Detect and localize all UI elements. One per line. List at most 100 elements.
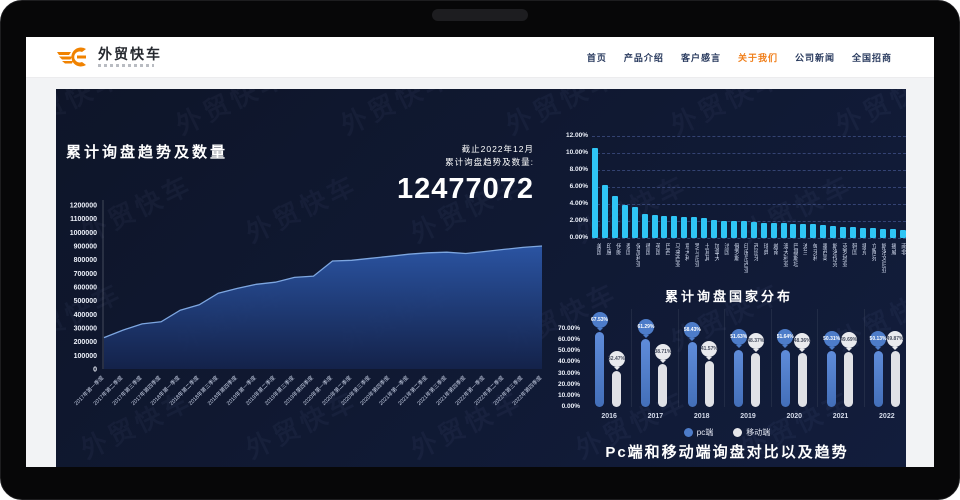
mobile-value-balloon: 48.36% bbox=[794, 333, 811, 350]
device-y-tick: 10.00% bbox=[557, 391, 580, 399]
country-bar bbox=[770, 223, 777, 238]
svg-text:400000: 400000 bbox=[74, 312, 97, 319]
svg-text:1000000: 1000000 bbox=[70, 230, 97, 237]
country-label: 南非 bbox=[899, 243, 906, 255]
country-y-tick: 10.00% bbox=[565, 149, 588, 156]
country-chart-title: 累计询盘国家分布 bbox=[664, 289, 793, 304]
main-nav: 首页 产品介绍 客户感言 关于我们 公司新闻 全国招商 bbox=[587, 51, 892, 64]
trend-svg: 1200000110000010000009000008000007000006… bbox=[70, 200, 544, 407]
country-y-tick: 4.00% bbox=[569, 200, 588, 207]
nav-item-4[interactable]: 公司新闻 bbox=[794, 52, 835, 63]
device-year-group: 67.53% 32.47% bbox=[586, 309, 631, 407]
mobile-bar bbox=[751, 353, 761, 407]
device-year-label: 2022 bbox=[879, 413, 895, 420]
device-year-label: 2016 bbox=[601, 413, 617, 420]
webpage: 外贸快车 首页 产品介绍 客户感言 关于我们 公司新闻 全国招商 外贸快车 外贸快车 外贸快车… bbox=[26, 37, 934, 467]
country-label: 俄罗斯 bbox=[732, 243, 739, 261]
pc-bar bbox=[780, 349, 790, 407]
pc-value-balloon: 67.53% bbox=[591, 311, 608, 328]
nav-item-2[interactable]: 客户感言 bbox=[680, 52, 721, 63]
country-bar bbox=[720, 220, 727, 238]
country-label: 立陶宛 bbox=[870, 243, 877, 261]
country-label: 印度尼西亚 bbox=[742, 243, 749, 273]
device-year-group: 58.43% 41.57% bbox=[677, 309, 724, 407]
country-y-tick: 0.00% bbox=[569, 234, 588, 241]
device-y-tick: 70.00% bbox=[557, 325, 580, 332]
nav-item-1[interactable]: 产品介绍 bbox=[623, 52, 664, 63]
country-bar bbox=[840, 226, 847, 238]
country-bar bbox=[681, 216, 688, 238]
country-label: 瑞典 bbox=[762, 243, 769, 255]
country-bar bbox=[869, 228, 876, 238]
country-bar bbox=[730, 220, 737, 238]
pc-value-balloon: 50.13% bbox=[870, 331, 887, 348]
trend-chart-title: 累计询盘趋势及数量 bbox=[66, 144, 229, 161]
nav-item-0[interactable]: 首页 bbox=[586, 52, 607, 63]
nav-item-3[interactable]: 关于我们 bbox=[737, 52, 778, 63]
country-label: 澳大利亚 bbox=[781, 243, 788, 267]
stats-total: 12477072 bbox=[396, 173, 534, 206]
mobile-value-balloon: 32.47% bbox=[608, 350, 625, 367]
country-bars bbox=[592, 136, 906, 238]
mobile-bar bbox=[844, 351, 854, 407]
pc-bar bbox=[827, 350, 837, 407]
nav-item-5[interactable]: 全国招商 bbox=[851, 52, 892, 63]
country-bar bbox=[601, 185, 608, 238]
country-bar bbox=[711, 219, 718, 238]
pc-bar bbox=[687, 341, 697, 407]
stats-caption: 累计询盘趋势及数量: bbox=[445, 157, 534, 168]
country-bar bbox=[810, 224, 817, 238]
country-label: 捷克 bbox=[860, 243, 867, 255]
country-label: 斯洛伐克 bbox=[830, 243, 837, 267]
pc-bar bbox=[873, 351, 883, 407]
mobile-value-balloon: 38.71% bbox=[654, 343, 671, 360]
country-bar bbox=[800, 223, 807, 238]
pc-value-balloon: 51.63% bbox=[730, 329, 747, 346]
device-year-label: 2019 bbox=[740, 413, 756, 420]
country-bar bbox=[780, 223, 787, 238]
mobile-bar bbox=[658, 363, 668, 407]
device-legend: pc端 移动端 bbox=[544, 427, 906, 438]
country-bar bbox=[592, 147, 598, 238]
country-label: 美国 bbox=[595, 243, 601, 255]
dashboard-panel: 外贸快车 外贸快车 外贸快车 外贸快车 外贸快车 外贸快车 外贸快车 外贸快车 外贸快车 外贸快车… bbox=[56, 89, 906, 467]
country-bar bbox=[820, 224, 827, 238]
legend-pc-label: pc端 bbox=[696, 428, 714, 437]
country-bar bbox=[849, 227, 856, 238]
country-bar bbox=[859, 227, 866, 238]
legend-pc: pc端 bbox=[683, 427, 714, 438]
country-label: 伊朗 bbox=[614, 243, 621, 255]
site-logo[interactable]: 外贸快车 bbox=[56, 45, 162, 69]
device-year-labels: 2016 2017 2018 2019 2020 2021 2022 bbox=[586, 413, 906, 420]
mobile-bar bbox=[704, 360, 714, 407]
svg-text:700000: 700000 bbox=[74, 271, 97, 278]
country-y-tick: 8.00% bbox=[569, 166, 588, 173]
device-year-group: 51.64% 48.36% bbox=[770, 309, 817, 407]
country-label: 克罗地亚 bbox=[840, 243, 847, 267]
legend-mobile: 移动端 bbox=[733, 427, 770, 438]
mobile-legend-dot-icon bbox=[733, 428, 743, 437]
svg-text:2022年第四季度: 2022年第四季度 bbox=[510, 373, 544, 407]
country-label: 波兰 bbox=[801, 243, 808, 255]
country-bar bbox=[830, 225, 837, 238]
country-label: 意大利 bbox=[683, 243, 690, 261]
country-bar bbox=[879, 228, 886, 238]
country-bar bbox=[631, 206, 638, 238]
device-year-group: 61.29% 38.71% bbox=[631, 309, 677, 407]
stats-date: 截止2022年12月 bbox=[461, 144, 534, 154]
device-year-label: 2021 bbox=[832, 413, 849, 420]
device-year-label: 2017 bbox=[647, 413, 664, 420]
device-groups: 67.53% 32.47% 61.29% 38.71% 58.43% 41.57% 51.6… bbox=[586, 309, 906, 407]
device-year-label: 2020 bbox=[786, 413, 803, 420]
country-gridline bbox=[592, 204, 906, 205]
country-y-tick: 6.00% bbox=[569, 183, 588, 190]
device-year-label: 2018 bbox=[693, 413, 710, 420]
device-y-tick: 50.00% bbox=[557, 347, 580, 355]
watermark-text: 外贸快车 bbox=[56, 89, 128, 141]
svg-text:600000: 600000 bbox=[74, 285, 97, 292]
country-label: 匈牙利 bbox=[811, 243, 818, 261]
svg-text:0: 0 bbox=[93, 367, 97, 374]
device-chart: 67.53% 32.47% 61.29% 38.71% 58.43% 41.57% 51.6… bbox=[544, 309, 906, 467]
country-y-tick: 2.00% bbox=[569, 217, 588, 224]
mobile-value-balloon: 49.87% bbox=[887, 331, 904, 348]
